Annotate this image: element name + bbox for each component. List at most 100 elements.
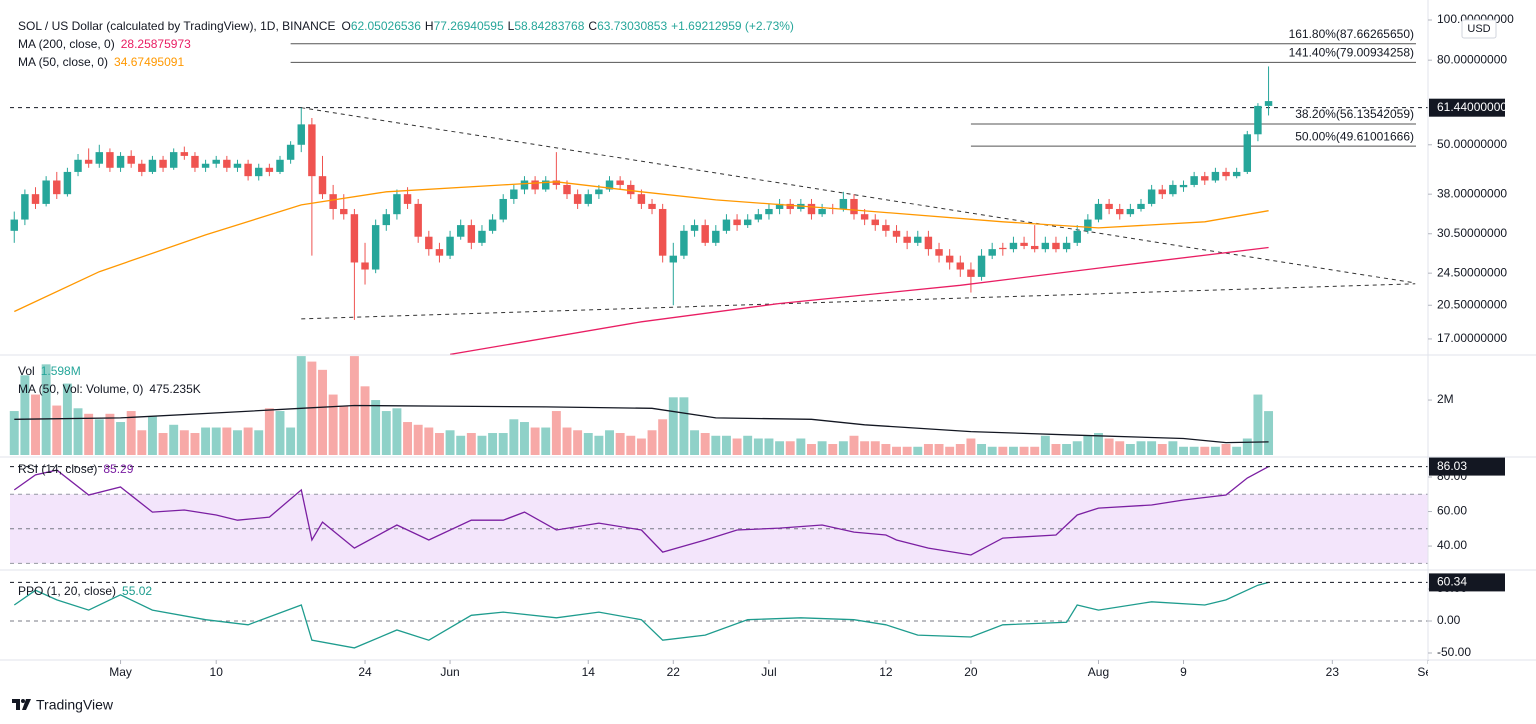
volume-bar [233, 430, 242, 455]
candle-body [860, 214, 869, 220]
series-line [449, 246, 1269, 355]
x-tick-label: 10 [210, 665, 224, 679]
candle-body [542, 180, 550, 190]
candle-body [765, 208, 773, 215]
candle-body [914, 236, 922, 243]
candle-body [977, 255, 986, 277]
volume-bar [668, 397, 678, 455]
volume-bar [73, 408, 83, 455]
volume-bar [1062, 444, 1072, 455]
volume-bar [520, 422, 529, 455]
candle-body [276, 159, 284, 172]
volume-bar [923, 444, 933, 455]
y-tick-label: 80.00000000 [1437, 52, 1507, 66]
candle-body [839, 198, 848, 209]
series-line [13, 581, 1269, 649]
volume-bar [551, 411, 561, 455]
volume-bar [732, 438, 742, 455]
x-tick-label: 9 [1180, 665, 1187, 679]
volume-bar [700, 433, 710, 455]
y-tick-label: 24.50000000 [1437, 265, 1507, 279]
x-tick-label: 24 [358, 665, 372, 679]
y-tick-label: -50.00 [1437, 645, 1471, 659]
volume-bar [1179, 446, 1188, 455]
volume-bar [1136, 441, 1146, 455]
ohlc-letter: L [508, 19, 515, 33]
ohlc-value: 63.73030853 [597, 19, 667, 33]
last-value-label: 86.03 [1437, 459, 1467, 473]
candle-body [53, 180, 61, 195]
legend-header: SOL / US Dollar (calculated by TradingVi… [18, 19, 794, 33]
volume-bar [381, 411, 391, 455]
candle-body [1052, 242, 1060, 250]
volume-bar [286, 427, 296, 455]
volume-bar [201, 427, 211, 455]
currency: USD [1467, 23, 1490, 35]
volume-bar [807, 444, 816, 455]
volume-bar [296, 356, 306, 455]
legend-value: 1.598M [41, 364, 81, 378]
candle-body [658, 208, 667, 256]
fib-label: 141.40%(79.00934258) [1289, 46, 1414, 60]
candle-body [552, 180, 561, 185]
candle-body [1116, 208, 1124, 215]
volume-bar [456, 435, 466, 455]
legend-value: 85.29 [103, 462, 133, 476]
volume-bar [998, 446, 1008, 455]
volume-bar [360, 386, 370, 455]
candle-body [722, 219, 731, 231]
volume-bar [158, 433, 168, 455]
volume-bar [583, 433, 593, 455]
volume-bar [955, 444, 965, 455]
candle-body [520, 180, 529, 190]
volume-bar [488, 433, 498, 455]
x-tick-label: Aug [1088, 665, 1109, 679]
candle-body [488, 219, 497, 231]
candle-body [361, 262, 369, 270]
candle-body [371, 225, 380, 270]
volume-bar [764, 438, 774, 455]
candle-body [148, 159, 157, 172]
candle-body [584, 194, 592, 204]
currency-box [1461, 19, 1497, 39]
candle-body [318, 176, 327, 195]
x-tick-label: 20 [964, 665, 978, 679]
candle-body [138, 163, 146, 172]
volume-bar [615, 433, 625, 455]
candle-body [1190, 176, 1198, 185]
candle-body [892, 230, 901, 237]
volume-bar [466, 433, 476, 455]
candle-body [1232, 171, 1241, 177]
volume-bar [966, 438, 976, 455]
legend-name: MA (50, Vol: Volume, 0) [18, 382, 143, 396]
ohlc-value: 77.26940595 [434, 19, 504, 33]
legend-name: PPO (1, 20, close) [18, 584, 116, 598]
y-tick-label: 38.00000000 [1437, 186, 1507, 200]
candle-body [1137, 203, 1145, 209]
volume-bar [1242, 438, 1252, 455]
x-tick-label: 22 [667, 665, 681, 679]
ohlc-letter: O [341, 19, 350, 33]
x-tick-label: Jul [761, 665, 776, 679]
volume-bar [403, 422, 413, 455]
volume-bar [1072, 441, 1082, 455]
volume-bar [1115, 441, 1125, 455]
y-tick-label: 40.00 [1437, 538, 1467, 552]
volume-bar [626, 435, 636, 455]
candle-body [988, 249, 996, 256]
candle-body [1158, 189, 1166, 195]
candle-body [435, 249, 444, 256]
candle-body [818, 208, 826, 215]
candle-body [1254, 105, 1262, 135]
volume-bar [105, 413, 115, 455]
candle-body [478, 230, 486, 243]
candle-body [573, 194, 582, 204]
candle-body [924, 236, 933, 250]
volume-bar [828, 444, 838, 455]
candle-body [807, 203, 816, 215]
candle-body [223, 159, 231, 168]
volume-bar [1083, 435, 1093, 455]
legend-row: RSI (14, close) 85.29 [18, 462, 134, 476]
